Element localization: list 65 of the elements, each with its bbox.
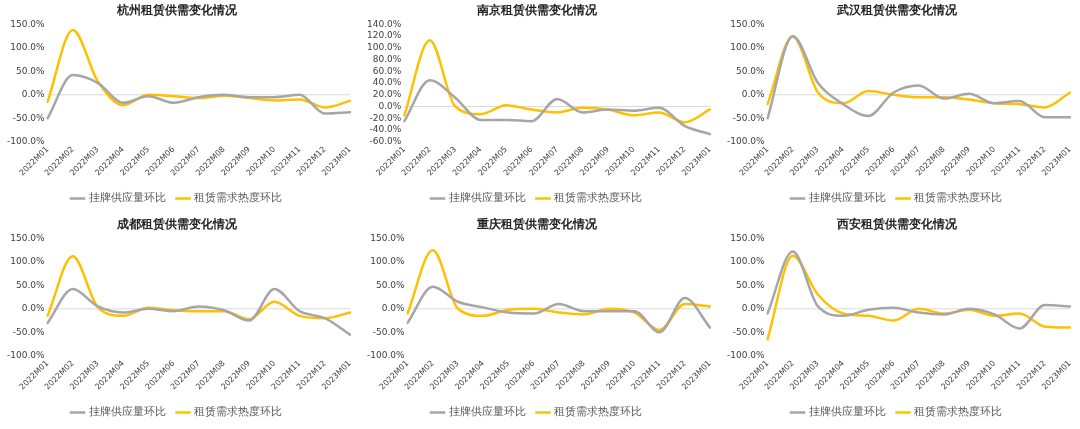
y-tick-label: -50.0% [732,112,766,123]
y-tick-label: 150.0% [370,232,405,243]
y-tick-label: 60.0% [372,65,402,76]
y-tick-label: 50.0% [15,65,46,76]
y-tick-label: 0.0% [21,303,45,314]
y-tick-label: 150.0% [10,18,45,29]
line-series [403,38,712,124]
y-tick-label: 120.0% [366,30,402,41]
legend-label: 租赁需求热度环比 [554,405,642,419]
legend-label: 挂牌供应量环比 [808,191,886,205]
y-tick-label: -40.0% [369,124,402,135]
legend-label: 挂牌供应量环比 [448,405,526,419]
y-tick-label: 100.0% [730,256,765,267]
y-tick-label: -60.0% [369,136,402,147]
y-tick-label: 40.0% [372,77,402,88]
legend-label: 挂牌供应量环比 [88,191,166,205]
chart-title: 杭州租赁供需变化情况 [116,3,238,18]
line-series [406,285,712,334]
legend-label: 挂牌供应量环比 [88,405,166,419]
chart-title: 南京租赁供需变化情况 [476,3,598,18]
y-tick-label: 0.0% [21,89,45,100]
y-tick-label: -50.0% [372,326,406,337]
legend-label: 租赁需求热度环比 [914,191,1002,205]
y-tick-label: 0.0% [378,100,402,111]
y-tick-label: -100.0% [726,350,765,361]
y-tick-label: 50.0% [375,279,406,290]
y-tick-label: 100.0% [10,42,45,53]
line-series [403,78,712,136]
y-tick-label: 50.0% [735,65,766,76]
y-tick-label: -20.0% [369,112,402,123]
y-tick-label: 0.0% [381,303,405,314]
chart-title: 成都租赁供需变化情况 [116,217,238,232]
y-tick-label: 20.0% [372,89,402,100]
y-tick-label: 100.0% [366,42,402,53]
y-tick-label: -50.0% [732,326,766,337]
y-tick-label: 150.0% [730,18,765,29]
legend-label: 租赁需求热度环比 [554,191,642,205]
y-tick-label: 140.0% [366,18,402,29]
chart-title: 重庆租赁供需变化情况 [476,217,598,232]
legend-label: 挂牌供应量环比 [808,405,886,419]
y-tick-label: -50.0% [12,112,46,123]
y-tick-label: 80.0% [372,53,402,64]
y-tick-label: -100.0% [366,350,405,361]
y-tick-label: 50.0% [15,279,46,290]
legend-label: 租赁需求热度环比 [194,191,282,205]
line-series [766,250,1072,330]
y-tick-label: 150.0% [730,232,765,243]
chart-title: 西安租赁供需变化情况 [836,217,958,232]
y-tick-label: -100.0% [726,136,765,147]
y-tick-label: 0.0% [741,303,765,314]
y-tick-label: 100.0% [730,42,765,53]
line-series [46,287,352,336]
legend-label: 租赁需求热度环比 [914,405,1002,419]
y-tick-label: 100.0% [10,256,45,267]
y-tick-label: 100.0% [370,256,405,267]
y-tick-label: 150.0% [10,232,45,243]
y-tick-label: -50.0% [12,326,46,337]
legend-label: 租赁需求热度环比 [194,405,282,419]
chart-title: 武汉租赁供需变化情况 [836,3,958,18]
line-series [46,73,352,120]
y-tick-label: -100.0% [6,136,45,147]
y-tick-label: -100.0% [6,350,45,361]
y-tick-label: 50.0% [735,279,766,290]
legend-label: 挂牌供应量环比 [448,191,526,205]
y-tick-label: 0.0% [741,89,765,100]
